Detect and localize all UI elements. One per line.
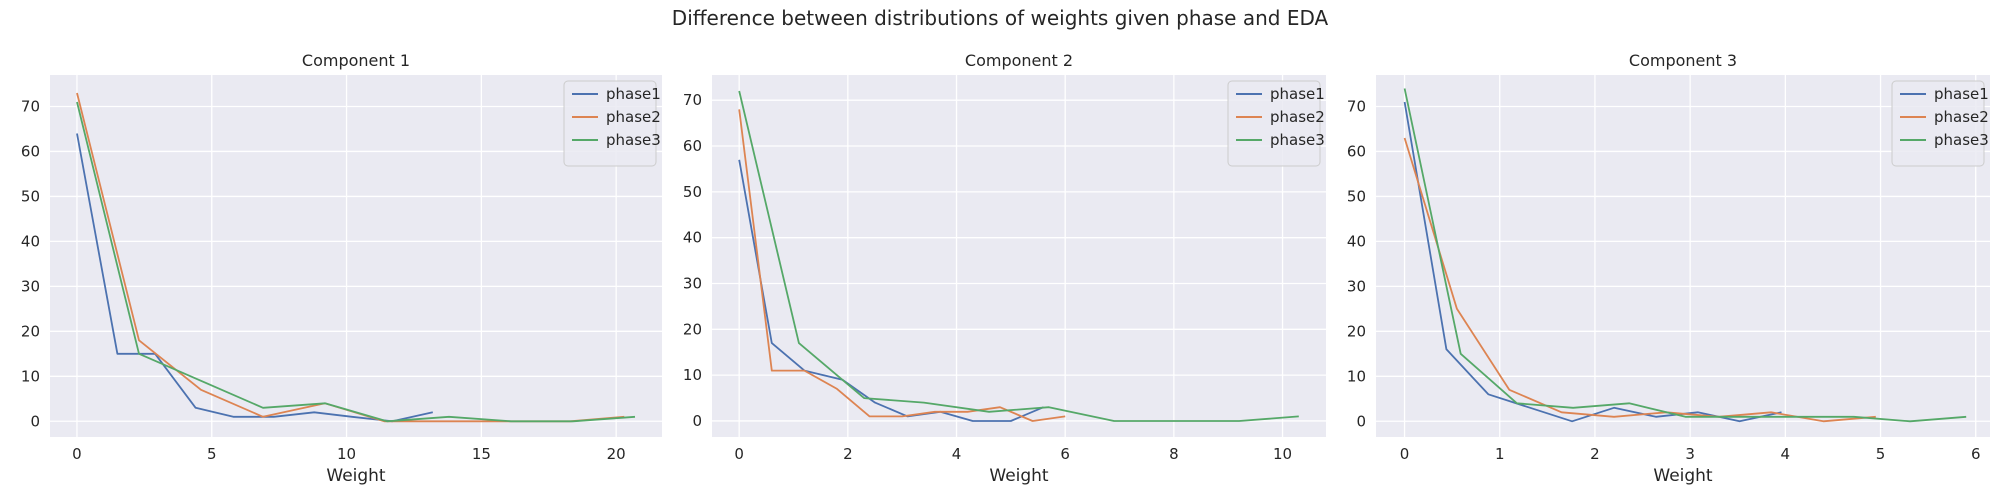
y-tick-label: 20 bbox=[21, 322, 40, 340]
series-line-phase1 bbox=[76, 133, 433, 423]
legend-label: phase1 bbox=[1934, 85, 1989, 103]
series-line-phase2 bbox=[738, 109, 1066, 422]
y-tick-label: 60 bbox=[1347, 142, 1366, 160]
chart-panel-3: 0 10 20 30 40 50 60 70 0 1 2 3 4 5 6 Component 3 Weight p… bbox=[1347, 51, 1990, 486]
x-tick-label: 4 bbox=[1781, 445, 1791, 463]
y-tick-label: 40 bbox=[21, 232, 40, 250]
x-axis-label: Weight bbox=[1653, 466, 1713, 486]
x-tick-label: 5 bbox=[207, 445, 217, 463]
y-tick-label: 20 bbox=[683, 320, 702, 338]
y-tick-label: 10 bbox=[1347, 367, 1366, 385]
y-tick-label: 0 bbox=[30, 412, 40, 430]
y-tick-label: 40 bbox=[683, 229, 702, 247]
series-line-phase3 bbox=[738, 90, 1299, 422]
legend: phase1 phase2 phase3 bbox=[1227, 80, 1325, 167]
legend: phase1 phase2 phase3 bbox=[563, 80, 661, 167]
y-tick-label: 50 bbox=[1347, 187, 1366, 205]
y-tick-label: 30 bbox=[21, 277, 40, 295]
legend: phase1 phase2 phase3 bbox=[1891, 80, 1989, 167]
y-tick-label: 60 bbox=[21, 142, 40, 160]
x-tick-label: 0 bbox=[72, 445, 82, 463]
y-tick-label: 30 bbox=[683, 274, 702, 292]
series-line-phase3 bbox=[76, 101, 636, 423]
series-line-phase3 bbox=[1403, 88, 1967, 423]
y-tick-label: 70 bbox=[1347, 97, 1366, 115]
x-tick-label: 2 bbox=[843, 445, 853, 463]
x-axis-label: Weight bbox=[326, 466, 386, 486]
legend-label: phase3 bbox=[1270, 131, 1325, 149]
legend-label: phase1 bbox=[606, 85, 661, 103]
y-tick-label: 30 bbox=[1347, 277, 1366, 295]
legend-box bbox=[563, 80, 657, 167]
legend-label: phase2 bbox=[1934, 108, 1989, 126]
x-tick-label: 6 bbox=[1060, 445, 1070, 463]
y-tick-label: 70 bbox=[21, 97, 40, 115]
x-tick-label: 1 bbox=[1495, 445, 1505, 463]
x-tick-label: 0 bbox=[734, 445, 744, 463]
y-tick-label: 20 bbox=[1347, 322, 1366, 340]
x-tick-label: 2 bbox=[1590, 445, 1600, 463]
x-tick-label: 10 bbox=[337, 445, 356, 463]
x-tick-label: 15 bbox=[472, 445, 491, 463]
legend-label: phase2 bbox=[1270, 108, 1325, 126]
chart-title: Component 3 bbox=[1629, 51, 1737, 70]
figure-title: Difference between distributions of weig… bbox=[672, 6, 1329, 30]
y-tick-label: 10 bbox=[683, 366, 702, 384]
legend-label: phase3 bbox=[606, 131, 661, 149]
series-line-phase1 bbox=[738, 159, 1044, 422]
x-tick-label: 4 bbox=[952, 445, 962, 463]
y-tick-label: 40 bbox=[1347, 232, 1366, 250]
x-tick-label: 20 bbox=[607, 445, 626, 463]
x-tick-label: 8 bbox=[1169, 445, 1179, 463]
chart-title: Component 2 bbox=[965, 51, 1073, 70]
x-tick-label: 0 bbox=[1400, 445, 1410, 463]
legend-label: phase3 bbox=[1934, 131, 1989, 149]
x-tick-label: 6 bbox=[1971, 445, 1981, 463]
y-tick-label: 50 bbox=[21, 187, 40, 205]
chart-title: Component 1 bbox=[302, 51, 410, 70]
x-tick-label: 5 bbox=[1876, 445, 1886, 463]
chart-panel-2: 0 10 20 30 40 50 60 70 0 2 4 6 8 10 Component 2 Weight p… bbox=[683, 51, 1326, 486]
y-tick-label: 70 bbox=[683, 91, 702, 109]
legend-box bbox=[1227, 80, 1321, 167]
legend-box bbox=[1891, 80, 1985, 167]
x-tick-label: 10 bbox=[1273, 445, 1292, 463]
x-axis-label: Weight bbox=[989, 466, 1049, 486]
legend-label: phase2 bbox=[606, 108, 661, 126]
y-tick-label: 0 bbox=[1356, 412, 1366, 430]
legend-label: phase1 bbox=[1270, 85, 1325, 103]
y-tick-label: 50 bbox=[683, 183, 702, 201]
y-tick-label: 0 bbox=[692, 412, 702, 430]
y-tick-label: 10 bbox=[21, 367, 40, 385]
chart-panel-1: 0 10 20 30 40 50 60 70 0 5 10 15 20 Component 1 Weight… bbox=[21, 51, 662, 486]
y-tick-label: 60 bbox=[683, 137, 702, 155]
x-tick-label: 3 bbox=[1685, 445, 1695, 463]
